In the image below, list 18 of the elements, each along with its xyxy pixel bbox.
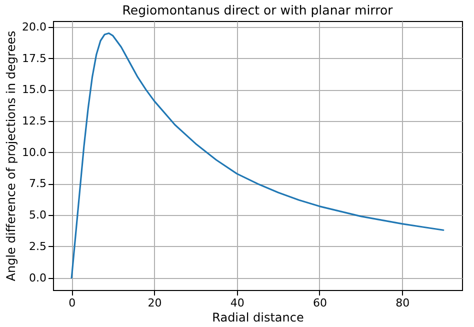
y-tick-label: 10.0 — [22, 146, 46, 159]
y-axis-title: Angle difference of projections in degrees — [4, 30, 18, 282]
y-tick-label: 5.0 — [29, 208, 46, 222]
x-tick-label: 20 — [148, 296, 162, 310]
y-tick-label: 20.0 — [22, 20, 46, 34]
x-tick-label: 40 — [230, 296, 244, 310]
y-tick-label: 12.5 — [22, 114, 46, 128]
x-tick-label: 0 — [68, 296, 76, 310]
y-tick-label: 7.5 — [29, 177, 46, 190]
y-tick-label: 0.0 — [29, 271, 46, 284]
x-tick-label: 80 — [396, 296, 410, 310]
x-axis-title: Radial distance — [212, 310, 304, 324]
y-tick-label: 15.0 — [22, 83, 46, 96]
line-series — [70, 32, 444, 279]
chart-title: Regiomontanus direct or with planar mirror — [122, 2, 394, 18]
y-tick-label: 17.5 — [22, 52, 46, 65]
y-tick-label: 2.5 — [29, 240, 46, 253]
x-tick-label: 60 — [312, 296, 327, 310]
